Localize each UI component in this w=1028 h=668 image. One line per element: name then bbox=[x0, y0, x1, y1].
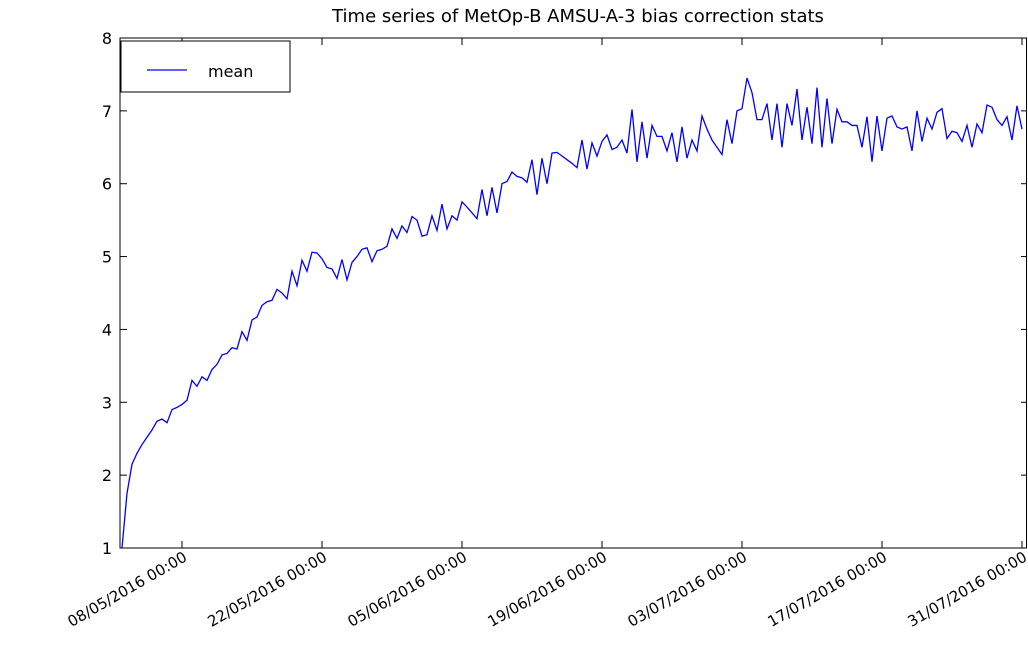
y-tick-label: 5 bbox=[102, 248, 112, 267]
y-tick-label: 2 bbox=[102, 466, 112, 485]
x-tick-label: 08/05/2016 00:00 bbox=[65, 548, 190, 631]
plot-frame bbox=[119, 37, 1027, 549]
legend-label: mean bbox=[208, 62, 253, 81]
line-series bbox=[121, 77, 1023, 549]
y-tick-label: 7 bbox=[102, 102, 112, 121]
y-tick-label: 8 bbox=[102, 29, 112, 48]
y-tick-label: 3 bbox=[102, 393, 112, 412]
x-tick-label: 31/07/2016 00:00 bbox=[905, 548, 1028, 631]
x-tick-label: 03/07/2016 00:00 bbox=[625, 548, 750, 631]
y-tick-label: 1 bbox=[102, 539, 112, 558]
x-tick-label: 17/07/2016 00:00 bbox=[765, 548, 890, 631]
y-tick-label: 4 bbox=[102, 320, 112, 339]
x-tick-label: 19/06/2016 00:00 bbox=[485, 548, 610, 631]
y-tick-label: 6 bbox=[102, 175, 112, 194]
legend-box bbox=[120, 40, 291, 93]
chart-title: Time series of MetOp-B AMSU-A-3 bias cor… bbox=[331, 6, 824, 27]
x-tick-label: 05/06/2016 00:00 bbox=[345, 548, 470, 631]
x-tick-label: 22/05/2016 00:00 bbox=[205, 548, 330, 631]
